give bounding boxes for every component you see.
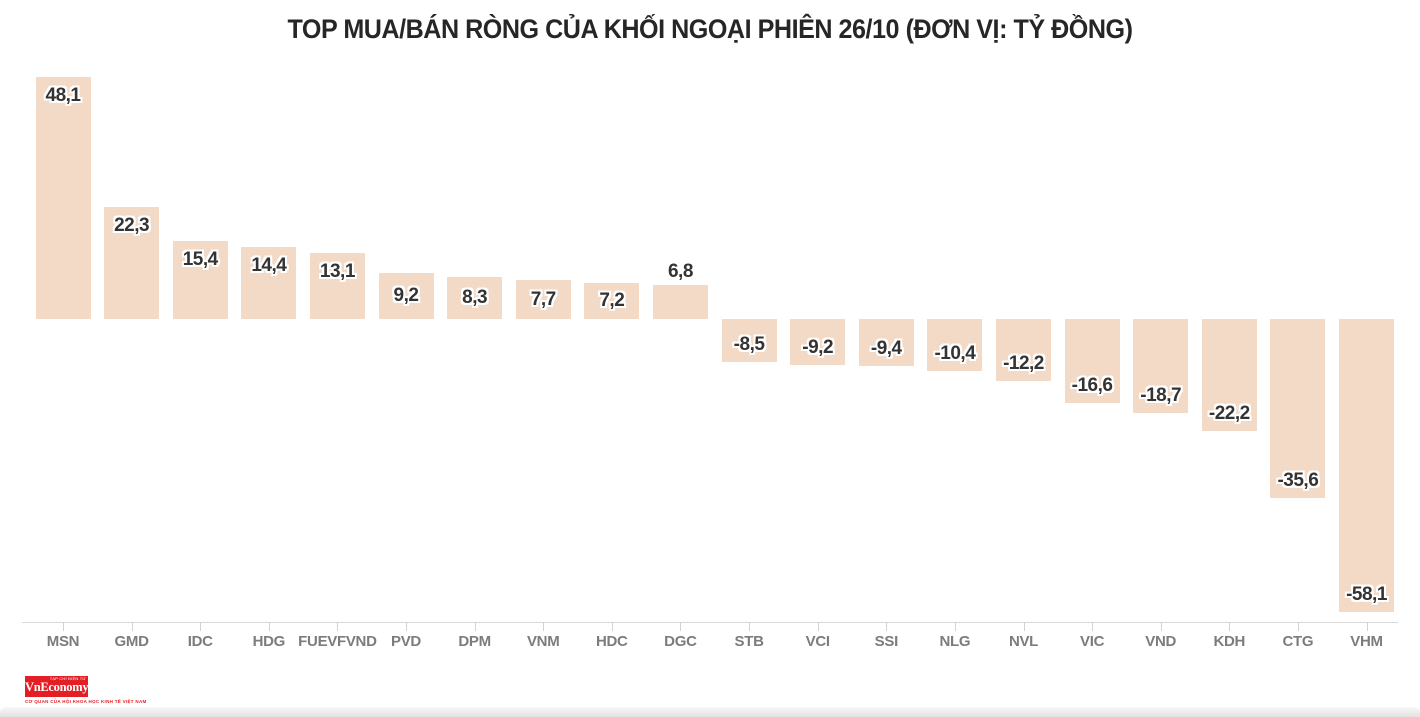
x-axis-tick [131, 622, 133, 631]
x-axis-tick [200, 622, 202, 631]
x-axis-tick [1297, 622, 1299, 631]
bar-KDH [1201, 319, 1257, 431]
value-label-STB: -8,5 [733, 333, 765, 355]
x-label-VIC: VIC [1080, 633, 1105, 650]
logo-wordmark: VnEconomy [25, 680, 89, 694]
x-axis-tick [337, 622, 339, 631]
x-label-PVD: PVD [391, 633, 421, 650]
x-axis-tick [749, 622, 751, 631]
value-label-DGC: 6,8 [667, 260, 693, 282]
bar-HDG [241, 246, 297, 319]
vneconomy-logo-box: TẠP CHÍ ĐIỆN TỬ VnEconomy [25, 676, 89, 697]
x-label-VNM: VNM [526, 633, 560, 650]
x-label-DPM: DPM [458, 633, 491, 650]
bar-VIC [1064, 319, 1120, 403]
x-axis-tick [543, 622, 545, 631]
value-label-NLG: -10,4 [934, 343, 976, 365]
x-label-HDC: HDC [595, 633, 628, 650]
value-label-DPM: 8,3 [462, 287, 488, 309]
x-axis-tick [406, 622, 407, 631]
x-axis-tick [474, 622, 476, 631]
bar-MSN [35, 76, 91, 319]
value-label-VHM: -58,1 [1346, 583, 1387, 605]
chart-title: TOP MUA/BÁN RÒNG CỦA KHỐI NGOẠI PHIÊN 26… [287, 14, 1133, 44]
bar-VND [1133, 319, 1189, 414]
x-label-STB: STB [734, 633, 764, 650]
value-label-MSN: 48,1 [45, 84, 81, 106]
value-label-HDC: 7,2 [599, 289, 625, 311]
value-label-IDC: 15,4 [182, 249, 218, 271]
bar-GMD [104, 206, 160, 319]
x-axis-tick [1229, 622, 1231, 631]
x-label-VHM: VHM [1350, 633, 1383, 650]
x-axis-tick [817, 622, 819, 631]
bar-VCI [790, 319, 846, 366]
bar-HDC [584, 282, 640, 319]
value-label-NVL: -12,2 [1003, 352, 1044, 374]
value-label-VCI: -9,2 [802, 337, 834, 359]
bar-STB [721, 319, 777, 362]
value-label-VIC: -16,6 [1071, 374, 1113, 396]
x-axis-tick [1366, 622, 1368, 631]
x-axis-tick [1092, 622, 1094, 631]
x-label-VND: VND [1145, 633, 1177, 650]
bar-FUEVFVND [309, 253, 365, 319]
value-label-KDH: -22,2 [1208, 402, 1250, 424]
x-axis-tick [611, 622, 613, 631]
bar-DGC [652, 284, 708, 319]
x-label-HDG: HDG [252, 633, 286, 650]
x-label-IDC: IDC [187, 633, 213, 650]
x-axis-tick [268, 622, 270, 631]
value-label-GMD: 22,3 [114, 214, 150, 236]
x-axis-line [22, 622, 1398, 623]
logo-tagline-bottom: CƠ QUAN CỦA HỘI KHOA HỌC KINH TẾ VIỆT NA… [25, 699, 147, 704]
bar-DPM [447, 277, 503, 319]
x-axis-tick [1023, 622, 1025, 631]
x-label-DGC: DGC [664, 633, 697, 650]
x-label-NLG: NLG [939, 633, 971, 650]
value-label-VNM: 7,7 [530, 288, 556, 310]
x-label-SSI: SSI [874, 633, 899, 650]
x-axis-tick [954, 622, 956, 631]
value-label-VND: -18,7 [1140, 385, 1182, 407]
x-axis-tick [680, 622, 682, 631]
vneconomy-logo: TẠP CHÍ ĐIỆN TỬ VnEconomy CƠ QUAN CỦA HỘ… [25, 676, 147, 704]
value-label-CTG: -35,6 [1277, 470, 1319, 492]
x-axis-tick [886, 622, 888, 631]
value-label-HDG: 14,4 [251, 254, 287, 276]
bar-VNM [515, 280, 571, 319]
value-label-FUEVFVND: 13,1 [319, 261, 355, 282]
x-label-CTG: CTG [1282, 633, 1314, 650]
value-label-SSI: -9,4 [870, 338, 902, 360]
x-label-MSN: MSN [46, 633, 80, 650]
x-axis-tick [63, 622, 64, 631]
x-label-NVL: NVL [1008, 633, 1039, 650]
bar-PVD [378, 272, 434, 319]
bottom-edge-band [0, 707, 1420, 717]
bar-SSI [858, 319, 914, 367]
logo-tagline-top: TẠP CHÍ ĐIỆN TỬ [49, 676, 86, 681]
bar-CTG [1270, 319, 1326, 499]
bar-NVL [996, 319, 1051, 381]
x-label-FUEVFVND: FUEVFVND [298, 633, 377, 650]
bar-NLG [927, 319, 983, 372]
x-label-GMD: GMD [114, 633, 149, 650]
x-axis-tick [1160, 622, 1162, 631]
value-label-PVD: 9,2 [393, 284, 419, 306]
bar-VHM [1339, 319, 1394, 612]
x-label-VCI: VCI [805, 633, 830, 650]
x-label-KDH: KDH [1213, 633, 1246, 650]
bar-IDC [172, 241, 228, 319]
